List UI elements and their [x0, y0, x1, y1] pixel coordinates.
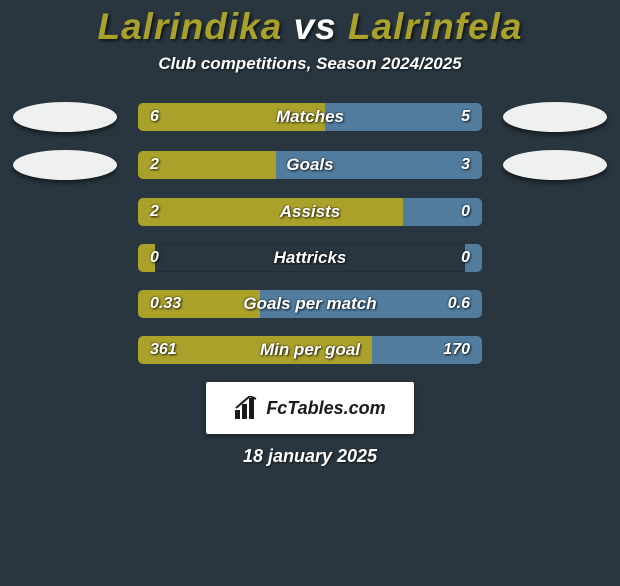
bars-icon [234, 396, 260, 420]
left-badge-slot [10, 150, 120, 180]
team-badge-left [13, 102, 117, 132]
stat-value-left: 0 [138, 244, 171, 272]
stat-value-right: 0 [449, 244, 482, 272]
stat-row: Matches6 5 [0, 102, 620, 132]
stat-row: Assists2 0 [0, 198, 620, 226]
stat-value-left: 361 [138, 336, 189, 364]
stat-bar: Goals per match0.330.6 [138, 290, 482, 318]
date-label: 18 january 2025 [0, 446, 620, 467]
title-vs: vs [294, 6, 337, 47]
subtitle: Club competitions, Season 2024/2025 [0, 54, 620, 74]
team-badge-left [13, 150, 117, 180]
stat-bar: Assists2 0 [138, 198, 482, 226]
stats-container: Matches65Goals23Assists20Hattricks00Goal… [0, 102, 620, 364]
logo-box: FcTables.com [206, 382, 414, 434]
stat-row: Hattricks0 0 [0, 244, 620, 272]
right-badge-slot [500, 102, 610, 132]
stat-bar: Matches6 5 [138, 103, 482, 131]
team-badge-right [503, 150, 607, 180]
stat-bar: Min per goal361170 [138, 336, 482, 364]
stat-row: Goals per match0.330.6 [0, 290, 620, 318]
stat-row: Min per goal361170 [0, 336, 620, 364]
stat-bar: Hattricks0 0 [138, 244, 482, 272]
right-badge-slot [500, 150, 610, 180]
stat-value-right: 0.6 [436, 290, 482, 318]
team-badge-right [503, 102, 607, 132]
stat-value-right: 170 [431, 336, 482, 364]
logo-text: FcTables.com [266, 398, 385, 419]
stat-value-left: 0.33 [138, 290, 193, 318]
stat-bar: Goals2 3 [138, 151, 482, 179]
title-player2: Lalrinfela [348, 6, 523, 47]
stat-label: Hattricks [138, 244, 482, 272]
stat-label: Matches [138, 103, 482, 131]
stat-value-left: 6 [138, 103, 171, 131]
stat-value-right: 0 [449, 198, 482, 226]
stat-value-right: 5 [449, 103, 482, 131]
left-badge-slot [10, 102, 120, 132]
comparison-title: Lalrindika vs Lalrinfela [0, 6, 620, 48]
stat-value-left: 2 [138, 198, 171, 226]
stat-row: Goals2 3 [0, 150, 620, 180]
title-player1: Lalrindika [98, 6, 283, 47]
stat-label: Assists [138, 198, 482, 226]
stat-label: Goals [138, 151, 482, 179]
stat-value-left: 2 [138, 151, 171, 179]
stat-value-right: 3 [449, 151, 482, 179]
